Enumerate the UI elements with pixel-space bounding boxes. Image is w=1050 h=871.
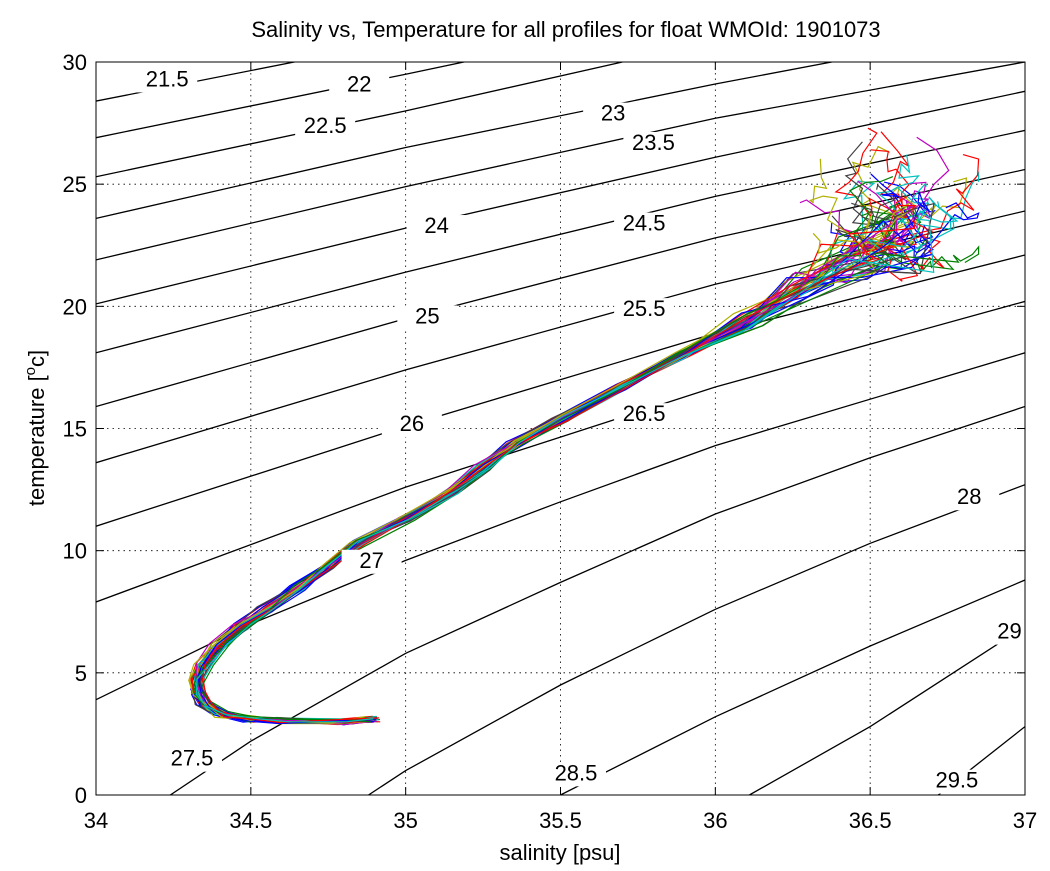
density-contour-28.5 bbox=[560, 579, 1025, 795]
contour-label-bg bbox=[614, 403, 675, 428]
contour-label: 28 bbox=[957, 484, 981, 509]
x-tick-label: 36 bbox=[703, 808, 727, 833]
density-contours bbox=[96, 62, 1025, 795]
x-tick-label: 35.5 bbox=[539, 808, 582, 833]
chart-title: Salinity vs, Temperature for all profile… bbox=[251, 17, 880, 42]
contour-label: 21.5 bbox=[146, 66, 189, 91]
y-axis-label: temperature [oc] bbox=[22, 350, 49, 506]
density-contour-22.5 bbox=[96, 62, 623, 178]
density-contour-22 bbox=[96, 62, 467, 139]
contour-label: 27 bbox=[359, 548, 383, 573]
contour-label-bg bbox=[406, 215, 467, 240]
density-contour-23.5 bbox=[96, 62, 1025, 261]
contour-label: 25 bbox=[415, 303, 439, 328]
contour-label-bg bbox=[381, 412, 442, 437]
contour-label: 28.5 bbox=[555, 760, 598, 785]
density-contour-26 bbox=[96, 254, 1025, 527]
contour-label-bg bbox=[583, 102, 644, 127]
profile-line bbox=[201, 195, 917, 724]
y-axis-label-end: c] bbox=[24, 350, 49, 367]
contour-label-bg bbox=[939, 486, 1000, 511]
y-tick-label: 30 bbox=[63, 50, 87, 75]
y-tick-label: 25 bbox=[63, 172, 87, 197]
y-tick-label: 10 bbox=[63, 539, 87, 564]
y-axis-label-sup: o bbox=[22, 367, 39, 375]
x-axis-label: salinity [psu] bbox=[499, 840, 620, 865]
density-contour-23 bbox=[96, 62, 836, 220]
x-tick-label: 34 bbox=[84, 808, 108, 833]
grid-lines bbox=[96, 62, 1025, 795]
profile-line bbox=[199, 184, 905, 724]
density-contour-29 bbox=[749, 625, 1025, 795]
contour-label-bg bbox=[623, 131, 684, 156]
y-tick-label: 5 bbox=[75, 661, 87, 686]
contour-label-bg bbox=[137, 68, 198, 93]
contour-label: 29 bbox=[997, 619, 1021, 644]
x-tick-label: 37 bbox=[1013, 808, 1037, 833]
y-axis-label-main: temperature [ bbox=[24, 375, 49, 506]
contour-label: 22 bbox=[347, 71, 371, 96]
contour-label: 24 bbox=[424, 213, 448, 238]
y-tick-labels: 0 5 10 15 20 25 30 bbox=[63, 50, 87, 808]
contour-label-bg bbox=[979, 620, 1040, 645]
contour-label: 23.5 bbox=[632, 130, 675, 155]
density-contour-24 bbox=[96, 90, 1025, 305]
contour-label: 27.5 bbox=[171, 746, 214, 771]
contour-label: 23 bbox=[601, 101, 625, 126]
y-tick-label: 0 bbox=[75, 783, 87, 808]
contour-label-bg bbox=[614, 298, 675, 323]
contour-label-bg bbox=[397, 305, 458, 330]
contour-label-bg bbox=[295, 114, 356, 139]
contour-label: 25.5 bbox=[623, 296, 666, 321]
x-tick-label: 34.5 bbox=[229, 808, 272, 833]
contour-label-bg bbox=[161, 747, 222, 772]
contour-label-bg bbox=[614, 212, 675, 237]
x-tick-label: 36.5 bbox=[849, 808, 892, 833]
density-contour-26.5 bbox=[96, 300, 1025, 603]
y-tick-label: 15 bbox=[63, 417, 87, 442]
contour-label: 26 bbox=[400, 411, 424, 436]
density-contour-28 bbox=[368, 484, 1025, 795]
axis-ticks bbox=[95, 61, 1026, 796]
profile-line bbox=[188, 196, 917, 724]
contour-label: 26.5 bbox=[623, 401, 666, 426]
contour-label: 24.5 bbox=[623, 211, 666, 236]
contour-label-bg bbox=[926, 769, 987, 794]
contour-label-bg bbox=[329, 73, 390, 98]
profile-lines bbox=[188, 127, 980, 726]
x-tick-label: 35 bbox=[393, 808, 417, 833]
contour-label: 29.5 bbox=[935, 768, 978, 793]
contour-label: 22.5 bbox=[304, 113, 347, 138]
y-tick-label: 20 bbox=[63, 294, 87, 319]
profile-line bbox=[195, 201, 959, 723]
density-contour-27.5 bbox=[169, 405, 1025, 795]
contour-label-bg bbox=[341, 549, 402, 574]
x-tick-labels: 34 34.5 35 35.5 36 36.5 37 bbox=[84, 808, 1037, 833]
contour-label-bg bbox=[545, 762, 606, 787]
